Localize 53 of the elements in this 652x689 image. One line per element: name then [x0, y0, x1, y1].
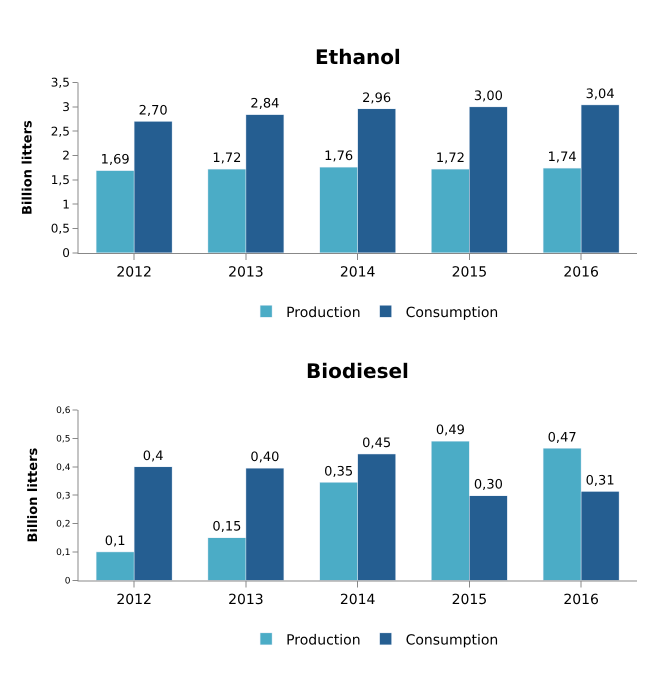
y-tick-label: 2 [62, 148, 70, 163]
y-tick-label: 0 [62, 246, 70, 260]
y-tick-label: 3 [62, 100, 70, 114]
data-label: 3,00 [474, 88, 503, 104]
y-axis-title: Billion litters [26, 448, 42, 543]
data-label: 1,72 [436, 151, 465, 166]
legend-label: Production [286, 632, 361, 648]
y-tick-label: 0,2 [56, 520, 70, 530]
legend-label: Production [286, 304, 361, 321]
y-tick-label: 0,6 [56, 406, 71, 416]
x-tick-label: 2013 [228, 592, 264, 608]
data-label: 0,31 [586, 473, 615, 488]
y-tick-label: 3,5 [50, 76, 70, 90]
x-tick-label: 2012 [116, 592, 152, 608]
y-tick-label: 2,5 [50, 124, 70, 138]
data-label: 2,70 [138, 103, 168, 118]
data-label: 0,45 [362, 436, 392, 451]
data-label: 0,47 [548, 430, 577, 446]
x-tick-label: 2012 [116, 264, 152, 281]
data-label: 0,40 [250, 450, 280, 466]
data-label: 3,04 [586, 86, 615, 102]
data-label: 0,30 [474, 478, 503, 493]
x-tick-label: 2016 [563, 264, 600, 281]
y-tick-label: 0,5 [56, 434, 70, 445]
legend-label: Consumption [406, 632, 498, 648]
x-tick-label: 2014 [340, 592, 376, 608]
data-label: 0,35 [324, 464, 354, 480]
chart-title: Ethanol [315, 45, 401, 69]
data-label: 0,1 [104, 534, 126, 549]
legend-label: Consumption [406, 304, 498, 321]
y-tick-label: 0,5 [50, 222, 70, 236]
y-tick-label: 0 [64, 576, 71, 586]
chart-title: Biodiesel [306, 359, 409, 383]
x-tick-label: 2013 [228, 264, 264, 281]
x-tick-label: 2014 [340, 264, 376, 281]
y-tick-label: 0,3 [56, 491, 70, 502]
x-tick-label: 2015 [452, 264, 488, 281]
data-label: 0,49 [436, 423, 465, 438]
data-label: 0,15 [212, 520, 242, 535]
y-tick-label: 1,5 [50, 173, 70, 188]
data-label: 1,72 [212, 151, 242, 166]
data-label: 2,84 [250, 96, 280, 112]
y-tick-label: 0,1 [56, 548, 70, 558]
data-label: 2,96 [362, 90, 392, 106]
data-label: 1,76 [324, 149, 354, 164]
data-label: 1,69 [100, 152, 130, 168]
y-tick-label: 0,4 [56, 462, 71, 473]
data-label: 1,74 [548, 150, 577, 166]
y-tick-label: 1 [62, 197, 70, 212]
x-tick-label: 2016 [563, 592, 600, 608]
data-label: 0,4 [142, 448, 164, 464]
y-axis-title: Billion litters [20, 120, 36, 216]
x-tick-label: 2015 [452, 592, 488, 608]
